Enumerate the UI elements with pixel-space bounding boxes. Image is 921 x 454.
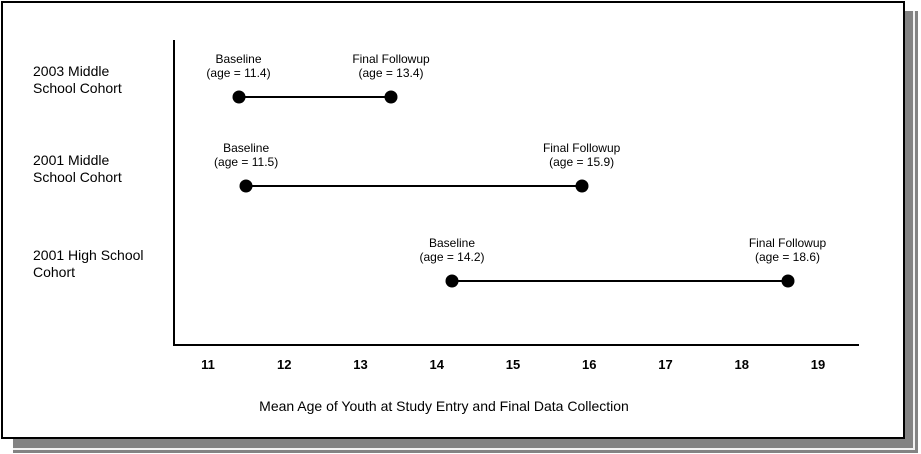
final-point-marker [575,179,589,193]
point-label-age: (age = 15.9) [549,155,615,169]
cohort-label: 2003 Middle School Cohort [33,63,183,97]
baseline-point-label: Baseline (age = 11.5) [214,141,278,169]
point-label-age: (age = 11.4) [206,66,271,80]
x-axis-tick-label: 16 [582,357,597,372]
baseline-point-label: Baseline (age = 11.4) [206,52,270,80]
final-point-marker [781,274,794,288]
baseline-point-marker [232,90,245,104]
point-label-age: (age = 11.5) [214,155,279,169]
point-label-title: Baseline [223,141,270,155]
x-axis-tick-label: 11 [201,357,215,372]
x-axis-tick-label: 13 [353,357,368,372]
point-label-title: Final Followup [542,141,621,155]
cohort-label-line: School Cohort [33,169,122,185]
range-line [238,96,391,98]
final-point-label: Final Followup (age = 15.9) [543,141,620,169]
x-axis-title: Mean Age of Youth at Study Entry and Fin… [259,398,629,414]
baseline-point-marker [445,274,459,288]
point-label-title: Baseline [215,52,262,66]
x-axis-tick-label: 19 [810,357,826,372]
point-label-title: Final Followup [352,52,430,66]
cohort-label-line: School Cohort [33,80,122,96]
final-point-marker [384,90,398,104]
point-label-age: (age = 18.6) [754,250,821,264]
final-point-label: Final Followup (age = 13.4) [352,52,429,80]
x-axis-tick-label: 12 [277,357,292,372]
x-axis-tick-label: 14 [429,357,444,372]
cohort-label-line: Cohort [33,264,76,280]
point-label-title: Final Followup [748,236,827,250]
final-point-label: Final Followup (age = 18.6) [749,236,826,264]
x-axis-tick-label: 18 [734,357,749,372]
range-line [246,185,582,187]
point-label-age: (age = 14.2) [419,250,485,264]
cohort-label-line: 2001 High School [33,247,144,263]
cohort-label: 2001 Middle School Cohort [33,152,183,186]
baseline-point-marker [239,179,253,193]
cohort-label: 2001 High School Cohort [33,247,183,281]
chart-frame [1,1,905,439]
plot-axes [173,40,859,346]
range-line [452,280,788,282]
point-label-age: (age = 13.4) [358,66,424,80]
point-label-title: Baseline [428,236,476,250]
cohort-label-line: 2001 Middle [33,152,110,168]
cohort-label-line: 2003 Middle [33,63,110,79]
baseline-point-label: Baseline (age = 14.2) [419,236,484,264]
x-axis-tick-label: 15 [505,357,521,372]
x-axis-tick-label: 17 [658,357,673,372]
